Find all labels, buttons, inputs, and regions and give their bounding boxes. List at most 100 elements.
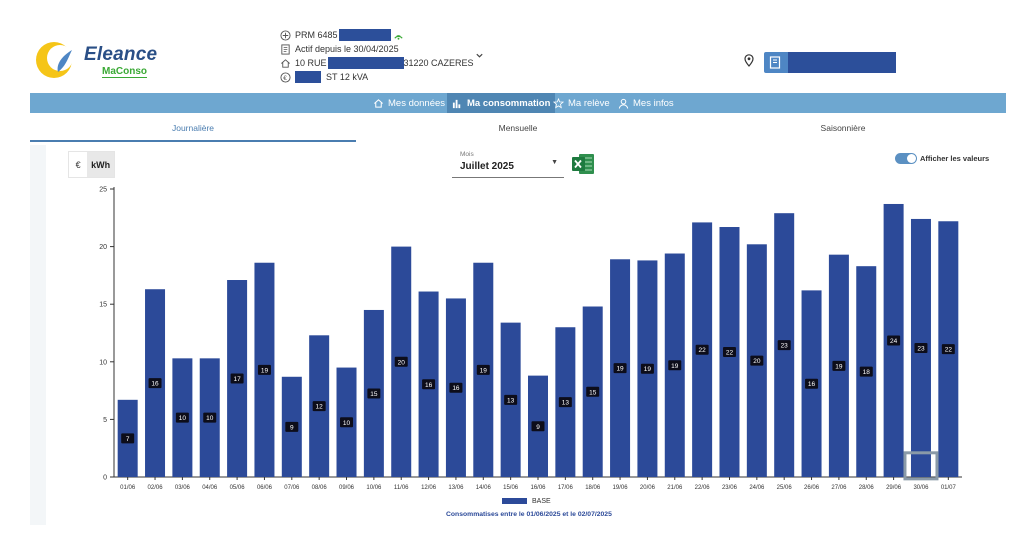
- bar[interactable]: [582, 306, 603, 477]
- contract-tariff-line: € ST 12 kVA: [280, 70, 490, 84]
- bar[interactable]: [172, 358, 193, 477]
- contract-selector[interactable]: PRM 6485 Actif depuis le 30/04/2025 10 R…: [280, 28, 490, 86]
- nav-item-mes-donnees[interactable]: Mes données: [373, 93, 445, 113]
- address-redaction: [327, 57, 404, 69]
- y-tick-label: 10: [99, 359, 107, 366]
- x-tick-label: 06/06: [257, 485, 273, 491]
- x-tick-label: 09/06: [339, 485, 355, 491]
- bar[interactable]: [719, 227, 740, 477]
- bar[interactable]: [309, 335, 330, 477]
- x-tick-label: 29/06: [886, 485, 902, 491]
- bar[interactable]: [801, 290, 822, 477]
- tab-seasonal[interactable]: Saisonnière: [820, 123, 866, 133]
- x-tick-label: 08/06: [312, 485, 328, 491]
- unit-kwh-button[interactable]: kWh: [87, 152, 114, 177]
- euro-icon: €: [280, 71, 291, 83]
- show-values-label: Afficher les valeurs: [920, 154, 990, 163]
- x-tick-label: 26/06: [804, 485, 820, 491]
- y-tick-label: 15: [99, 302, 107, 309]
- tab-monthly[interactable]: Mensuelle: [498, 123, 538, 133]
- bar[interactable]: [227, 280, 248, 477]
- logo-mark-icon: [36, 42, 73, 78]
- period-tabs: Journalière Mensuelle Saisonnière: [30, 120, 1006, 142]
- x-tick-label: 12/06: [421, 485, 437, 491]
- bar[interactable]: [363, 309, 384, 477]
- x-tick-label: 03/06: [175, 485, 191, 491]
- x-tick-label: 22/06: [695, 485, 711, 491]
- bar[interactable]: [856, 266, 877, 477]
- bar[interactable]: [637, 260, 658, 477]
- left-panel-strip: [30, 145, 46, 525]
- tab-daily[interactable]: Journalière: [30, 120, 356, 142]
- x-tick-label: 07/06: [284, 485, 300, 491]
- month-select-value: Juillet 2025: [460, 161, 514, 172]
- prm-label: PRM 6485: [295, 30, 338, 40]
- unit-switch: € kWh: [68, 151, 115, 178]
- bar[interactable]: [664, 253, 685, 477]
- bar[interactable]: [910, 218, 931, 477]
- nav-item-ma-consommation[interactable]: Ma consommation: [447, 93, 556, 113]
- x-tick-label: 14/06: [476, 485, 492, 491]
- bar[interactable]: [883, 203, 904, 477]
- month-select[interactable]: Mois Juillet 2025 ▼: [452, 150, 564, 178]
- bar[interactable]: [281, 376, 302, 477]
- nav-item-mes-infos[interactable]: Mes infos: [618, 93, 674, 113]
- bar[interactable]: [938, 221, 959, 477]
- brand-name: Eleance: [84, 44, 158, 65]
- x-tick-label: 11/06: [394, 485, 409, 491]
- contract-active-line: Actif depuis le 30/04/2025: [280, 42, 490, 56]
- bar[interactable]: [473, 262, 494, 477]
- bar[interactable]: [418, 291, 439, 477]
- legend-swatch: [502, 498, 527, 504]
- x-tick-label: 01/07: [941, 485, 957, 491]
- bar[interactable]: [610, 259, 631, 477]
- x-tick-label: 18/06: [585, 485, 601, 491]
- plus-circle-icon: [280, 29, 291, 41]
- chevron-down-icon[interactable]: [475, 51, 484, 60]
- bar[interactable]: [336, 367, 357, 477]
- y-tick-label: 0: [103, 475, 107, 482]
- account-box[interactable]: [764, 52, 896, 73]
- chart-legend[interactable]: BASE: [502, 496, 551, 506]
- x-tick-label: 02/06: [148, 485, 164, 491]
- bar[interactable]: [254, 262, 275, 477]
- bar[interactable]: [692, 222, 713, 477]
- bar-chart-icon: [452, 99, 461, 108]
- bar[interactable]: [774, 213, 795, 477]
- bar[interactable]: [117, 399, 138, 477]
- x-tick-label: 24/06: [749, 485, 765, 491]
- address-street: 10 RUE: [295, 58, 327, 68]
- unit-euro-button[interactable]: €: [69, 152, 88, 177]
- chart-period-text: Consommatises entre le 01/06/2025 et le …: [446, 511, 612, 518]
- nav-label: Ma consommation: [467, 97, 551, 109]
- x-tick-label: 17/06: [558, 485, 574, 491]
- x-tick-label: 19/06: [613, 485, 629, 491]
- bar[interactable]: [500, 322, 521, 477]
- x-tick-label: 27/06: [831, 485, 847, 491]
- x-tick-label: 23/06: [722, 485, 738, 491]
- prm-redaction: [338, 29, 391, 41]
- x-tick-label: 25/06: [777, 485, 793, 491]
- bar[interactable]: [391, 246, 412, 477]
- contract-prm-line: PRM 6485: [280, 28, 490, 42]
- contract-address-line: 10 RUE 31220 CAZERES: [280, 56, 490, 70]
- excel-export-icon[interactable]: [571, 153, 595, 175]
- bar[interactable]: [746, 244, 767, 477]
- nav-item-ma-releve[interactable]: Ma relève: [553, 93, 610, 113]
- eleance-logo[interactable]: Eleance MaConso: [34, 38, 164, 84]
- x-tick-label: 13/06: [448, 485, 464, 491]
- bar[interactable]: [828, 254, 849, 477]
- show-values-toggle[interactable]: [895, 153, 917, 164]
- document-icon: [281, 43, 290, 55]
- nav-label: Mes données: [388, 97, 446, 109]
- active-since: Actif depuis le 30/04/2025: [295, 44, 399, 54]
- bar[interactable]: [145, 289, 166, 477]
- bar[interactable]: [528, 375, 548, 477]
- tariff-redaction: [295, 71, 321, 83]
- x-tick-label: 21/06: [667, 485, 683, 491]
- bar[interactable]: [199, 358, 220, 477]
- legend-label: BASE: [532, 497, 551, 505]
- bar[interactable]: [445, 298, 466, 477]
- caret-down-icon: ▼: [551, 159, 558, 166]
- bar[interactable]: [555, 327, 576, 477]
